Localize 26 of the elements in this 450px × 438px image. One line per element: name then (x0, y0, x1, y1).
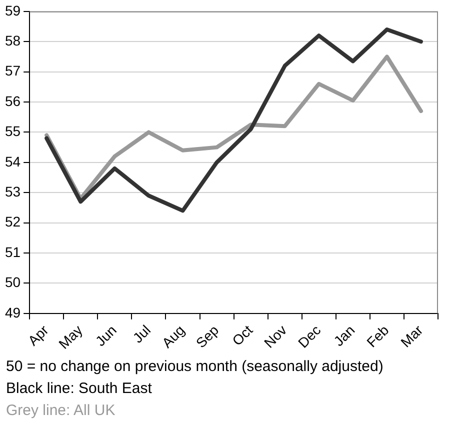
x-tick-label: Nov (260, 322, 290, 351)
y-tick-label: 59 (4, 2, 21, 18)
y-tick-label: 54 (4, 153, 21, 170)
y-tick-label: 52 (4, 214, 21, 230)
y-tick-label: 49 (4, 304, 21, 320)
y-tick-label: 56 (4, 92, 21, 109)
y-tick-label: 55 (4, 123, 21, 140)
text: Grey line: All UK (6, 401, 116, 421)
y-tick-label: 57 (4, 62, 21, 79)
x-tick-label: Oct (228, 322, 256, 349)
x-tick-label: Dec (294, 322, 324, 351)
x-tick-label: Mar (397, 322, 426, 350)
text: 50 = no change on previous month (seasonally adjusted) (6, 357, 384, 377)
text: Black line: South East (6, 379, 153, 399)
x-tick-label: Feb (363, 322, 392, 350)
x-tick-label: Apr (24, 322, 52, 349)
x-tick-label: Jun (92, 322, 120, 350)
x-tick-label: May (55, 322, 86, 352)
x-tick-label: Jul (130, 322, 154, 346)
x-tick-label: Sep (192, 322, 222, 351)
y-tick-label: 58 (4, 32, 21, 48)
y-tick-label: 53 (4, 183, 21, 200)
x-tick-label: Aug (158, 322, 188, 351)
y-tick-label: 51 (4, 244, 21, 260)
y-tick-label: 50 (4, 274, 21, 290)
x-tick-label: Jan (330, 322, 358, 350)
